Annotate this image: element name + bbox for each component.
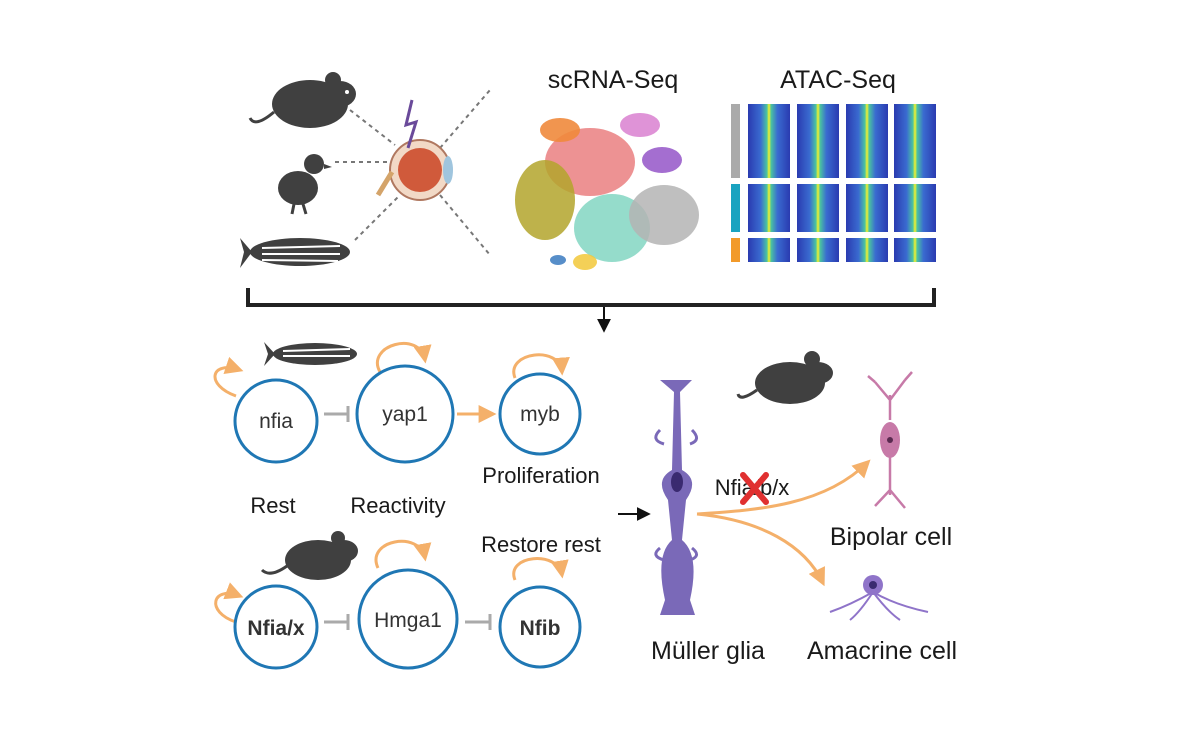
inhibition-edge [324, 406, 350, 422]
label-amacrine: Amacrine cell [807, 637, 957, 665]
label-reactivity: Reactivity [350, 493, 445, 518]
node-label-nfib: Nfib [520, 617, 561, 640]
mouse-icon [248, 72, 356, 128]
tsne-plot [515, 113, 699, 270]
label-bipolar: Bipolar cell [830, 523, 952, 551]
atac-group-bar-cyan [731, 184, 740, 232]
zf-network: nfia yap1 myb Rest Reactivity Proliferat… [213, 342, 600, 518]
eye-icon [375, 99, 453, 201]
atac-group-bar-gray [731, 104, 740, 178]
node-nfib [498, 585, 582, 669]
label-proliferation: Proliferation [482, 463, 599, 488]
knockout-x-icon [740, 472, 769, 505]
label-muller-glia: Müller glia [651, 637, 765, 665]
bipolar-cell [867, 371, 913, 509]
scrna-title: scRNA-Seq [548, 66, 679, 94]
arrow-to-amacrine [696, 512, 825, 587]
node-yap1 [355, 364, 455, 464]
bracket [246, 288, 936, 307]
node-nfia [233, 378, 319, 464]
chick-icon [278, 154, 332, 215]
mouse-icon-small [260, 531, 358, 580]
amacrine-cell [829, 575, 929, 621]
atac-group-bar-orange [731, 238, 740, 262]
node-nfiax [233, 584, 319, 670]
inhibition-edge [324, 614, 492, 630]
muller-glia-cell [654, 380, 698, 615]
node-label-myb: myb [520, 403, 560, 426]
node-label-yap1: yap1 [382, 403, 428, 426]
node-label-hmga1: Hmga1 [374, 609, 442, 632]
node-myb [498, 372, 582, 456]
species-connectors [335, 89, 491, 256]
node-hmga1 [357, 568, 459, 670]
label-rest: Rest [250, 493, 295, 518]
atac-heatmap [731, 104, 936, 262]
node-label-nfiax: Nfia/x [247, 617, 305, 640]
zebrafish-icon [240, 238, 350, 268]
zebrafish-icon-small [264, 342, 357, 366]
label-restore-rest: Restore rest [481, 532, 601, 557]
node-label-nfia: nfia [259, 410, 293, 433]
lightning-icon [403, 99, 419, 149]
atac-title: ATAC-Seq [780, 66, 896, 94]
mouse-icon-right [736, 351, 833, 404]
arrow-to-bipolar [696, 459, 871, 516]
mouse-network: Nfia/x Hmga1 Nfib [214, 539, 582, 670]
